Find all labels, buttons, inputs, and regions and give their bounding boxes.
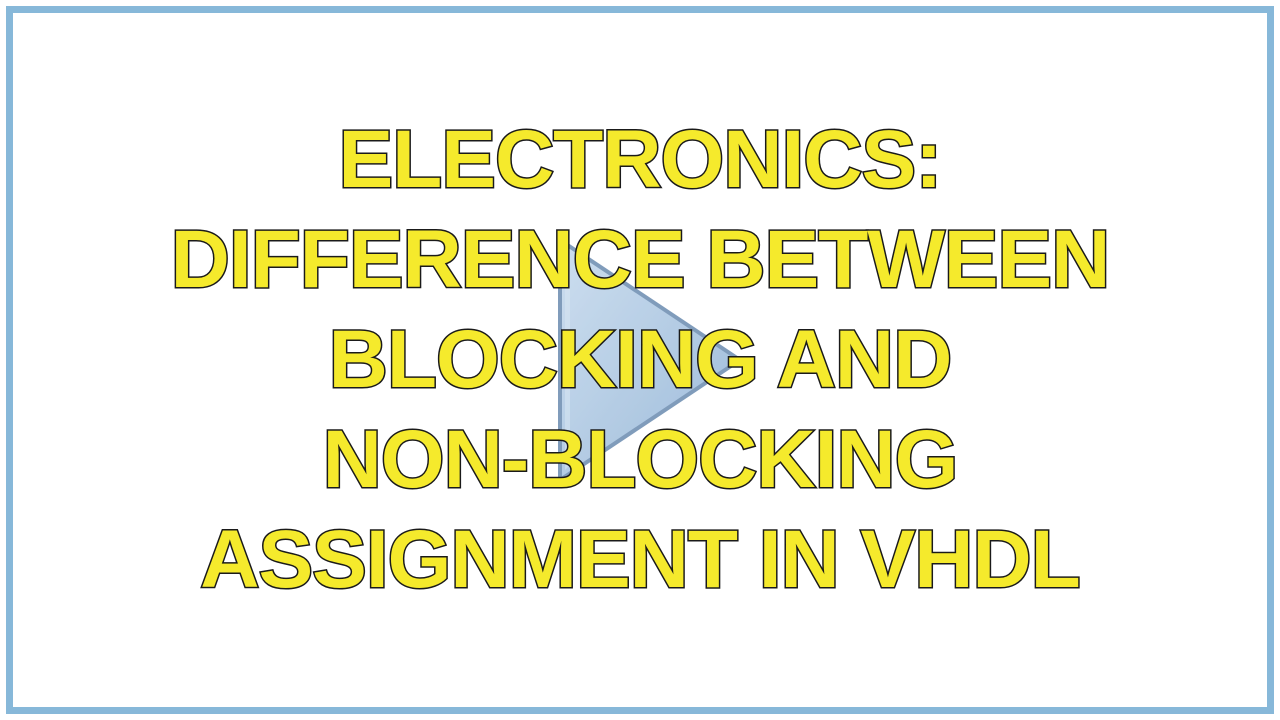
title-line-4: NON-BLOCKING (323, 414, 958, 505)
title-line-3: BLOCKING AND (329, 314, 952, 405)
thumbnail-frame: ELECTRONICS: DIFFERENCE BETWEEN BLOCKING… (6, 6, 1274, 714)
title-text: ELECTRONICS: DIFFERENCE BETWEEN BLOCKING… (44, 110, 1235, 610)
title-line-1: ELECTRONICS: (338, 114, 941, 205)
title-line-5: ASSIGNMENT IN VHDL (200, 514, 1079, 605)
title-line-2: DIFFERENCE BETWEEN (171, 214, 1110, 305)
title-container: ELECTRONICS: DIFFERENCE BETWEEN BLOCKING… (44, 110, 1235, 610)
